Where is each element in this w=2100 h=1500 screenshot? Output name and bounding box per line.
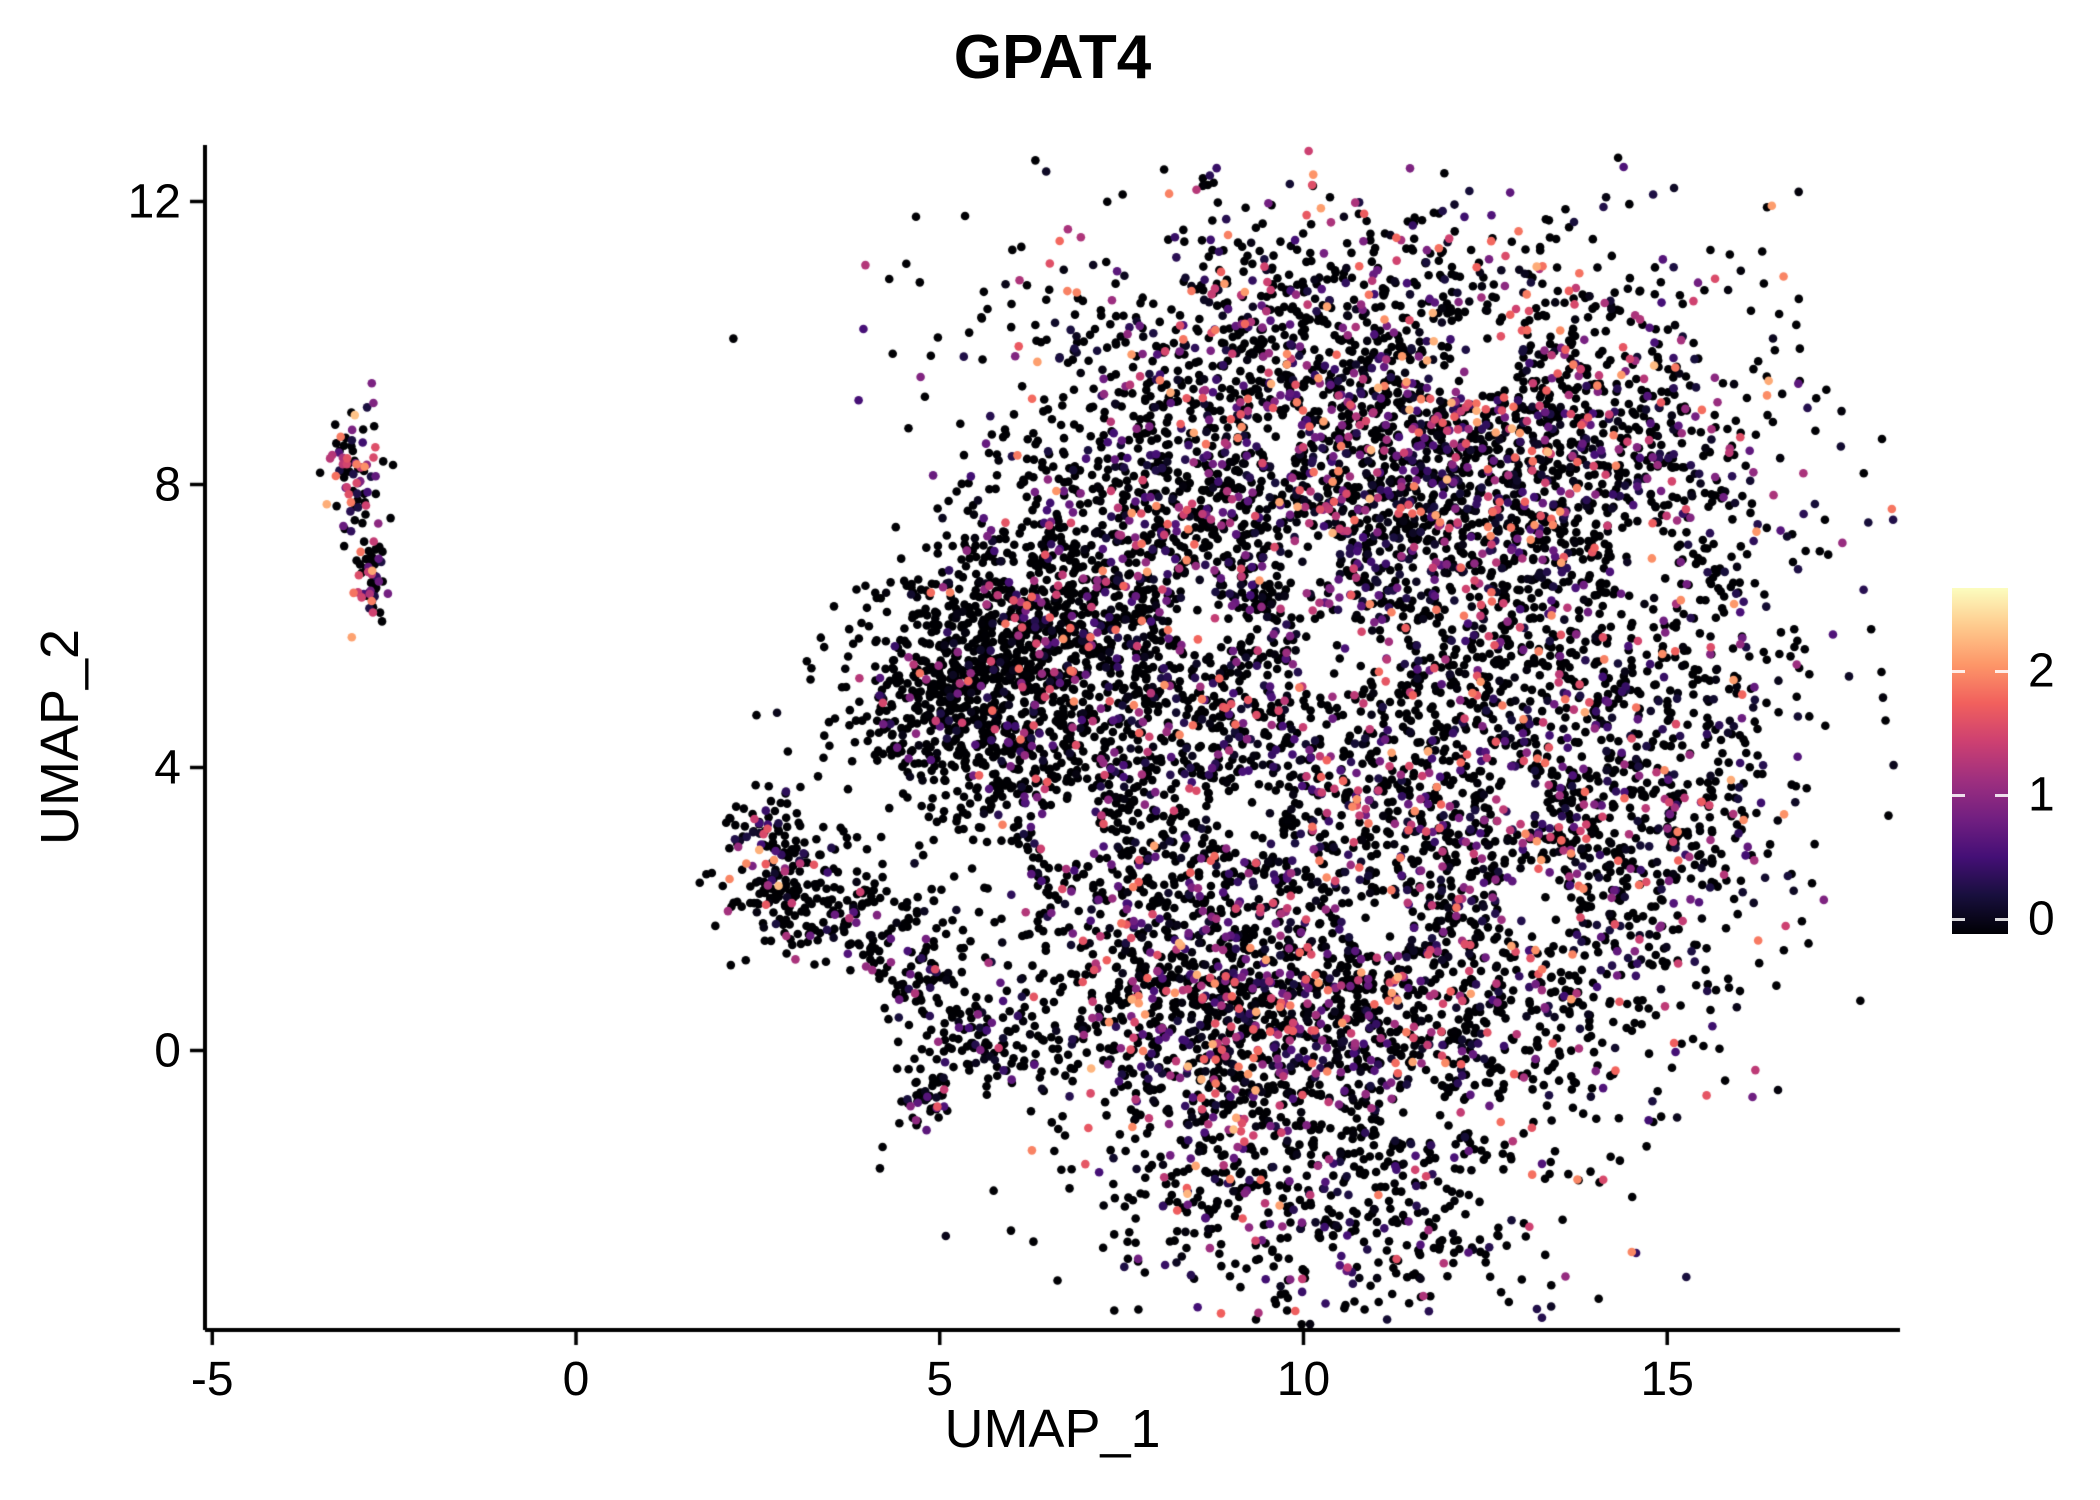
x-axis-title: UMAP_1 [944, 1399, 1161, 1459]
legend-colorbar [1952, 588, 2008, 934]
x-tick-label: 10 [1276, 1353, 1331, 1406]
legend-tick-label: 1 [2028, 768, 2055, 822]
legend-tick-mark [1952, 917, 1965, 921]
legend-tick-mark [1952, 669, 1965, 673]
legend-tick-mark [1995, 917, 2008, 921]
x-tick-label: -5 [190, 1353, 234, 1406]
y-tick-label: 8 [154, 458, 181, 512]
legend-tick-mark [1952, 793, 1965, 797]
legend-tick-label: 2 [2028, 644, 2055, 698]
x-tick-label: 15 [1640, 1353, 1694, 1406]
y-tick-label: 12 [127, 175, 181, 229]
legend-tick-mark [1995, 669, 2008, 673]
y-axis-title: UMAP_2 [30, 628, 90, 846]
legend-tick-label: 0 [2028, 892, 2055, 946]
legend-tick-mark [1995, 793, 2008, 797]
chart-title: GPAT4 [953, 23, 1152, 92]
x-tick-label: 0 [562, 1353, 590, 1406]
y-tick-label: 4 [154, 741, 181, 795]
y-tick-label: 0 [154, 1024, 181, 1078]
x-tick-label: 5 [926, 1353, 954, 1406]
